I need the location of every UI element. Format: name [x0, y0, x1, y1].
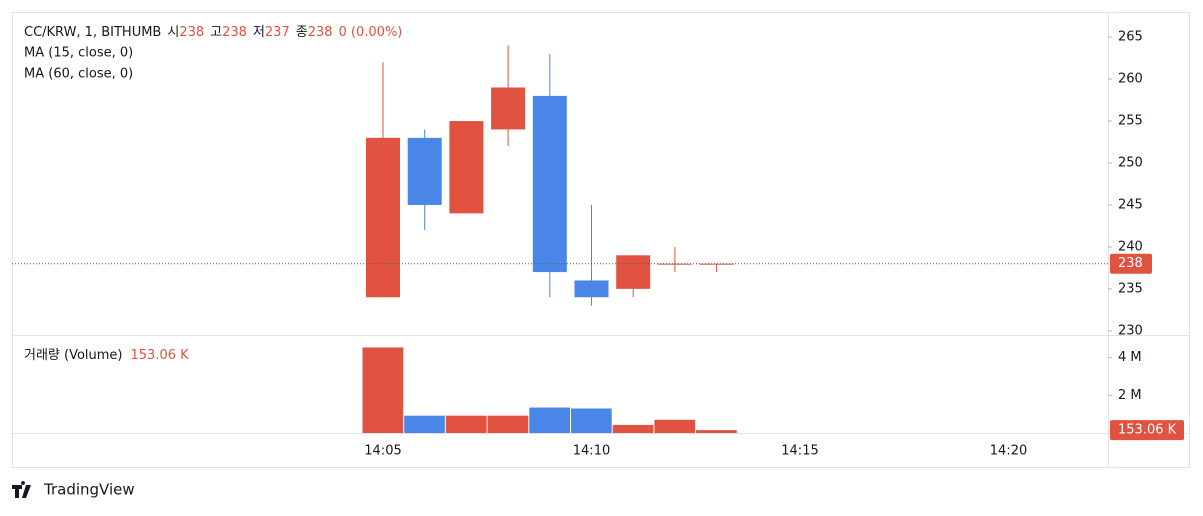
- y-tick-label: 2 M: [1118, 388, 1142, 403]
- label: 고: [210, 25, 222, 40]
- x-tick-label: 14:20: [990, 444, 1027, 459]
- volume-bar: [612, 424, 654, 433]
- x-tick-label: 14:10: [573, 444, 610, 459]
- frame: [12, 12, 1190, 468]
- candle-body: [449, 121, 484, 214]
- volume-value: 153.06 K: [131, 348, 190, 363]
- y-tick-label: 245: [1118, 197, 1143, 212]
- y-tick-label: 255: [1118, 114, 1143, 129]
- y-tick-label: 250: [1118, 156, 1143, 171]
- y-tick-label: 240: [1118, 239, 1143, 254]
- volume-bar: [529, 407, 570, 433]
- volume-bar: [571, 408, 612, 433]
- y-tick-label: 4 M: [1118, 350, 1142, 365]
- indicator-legend: MA (60, close, 0): [24, 67, 133, 82]
- y-tick-label: 265: [1118, 30, 1143, 45]
- volume-bar: [445, 415, 487, 433]
- volume-bar: [654, 419, 696, 433]
- volume-bar: [487, 415, 529, 433]
- value: 238: [222, 25, 247, 40]
- candle-body: [407, 137, 442, 205]
- value: 237: [265, 25, 290, 40]
- y-tick-label: 260: [1118, 72, 1143, 87]
- candle-body: [699, 263, 734, 265]
- volume-title: 거래량 (Volume): [24, 348, 123, 363]
- candle-body: [616, 255, 651, 289]
- symbol: CC/KRW, 1, BITHUMB: [24, 25, 161, 40]
- y-tick-label: 235: [1118, 281, 1143, 296]
- indicator-legend: MA (15, close, 0): [24, 46, 133, 61]
- brand-logo: [12, 481, 31, 498]
- value: 238: [308, 25, 333, 40]
- price-badge: [1110, 253, 1152, 274]
- volume-bar: [696, 430, 737, 433]
- candle-body: [532, 95, 567, 273]
- volume-legend: 거래량 (Volume) 153.06 K: [24, 348, 189, 363]
- volume-bar: [362, 347, 404, 433]
- label: 시: [167, 25, 179, 40]
- price-badge-label: 238: [1118, 256, 1143, 271]
- candle-body: [657, 263, 692, 265]
- candle-body: [574, 280, 609, 298]
- legend-header: CC/KRW, 1, BITHUMB 시238 고238 저237 종238 0 (0.0…: [24, 25, 402, 40]
- x-tick-label: 14:05: [364, 444, 401, 459]
- volume-badge-label: 153.06 K: [1118, 423, 1177, 438]
- candle-body: [366, 137, 400, 298]
- candle-body: [491, 87, 526, 130]
- label: 종: [296, 25, 308, 40]
- value: 238: [179, 25, 204, 40]
- x-tick-label: 14:15: [781, 444, 818, 459]
- brand: TradingView: [43, 481, 135, 499]
- change: 0 (0.00%): [339, 25, 403, 40]
- volume-bar: [404, 415, 445, 433]
- label: 저: [253, 25, 265, 40]
- y-tick-label: 230: [1118, 323, 1143, 338]
- volume-badge: [1110, 420, 1184, 441]
